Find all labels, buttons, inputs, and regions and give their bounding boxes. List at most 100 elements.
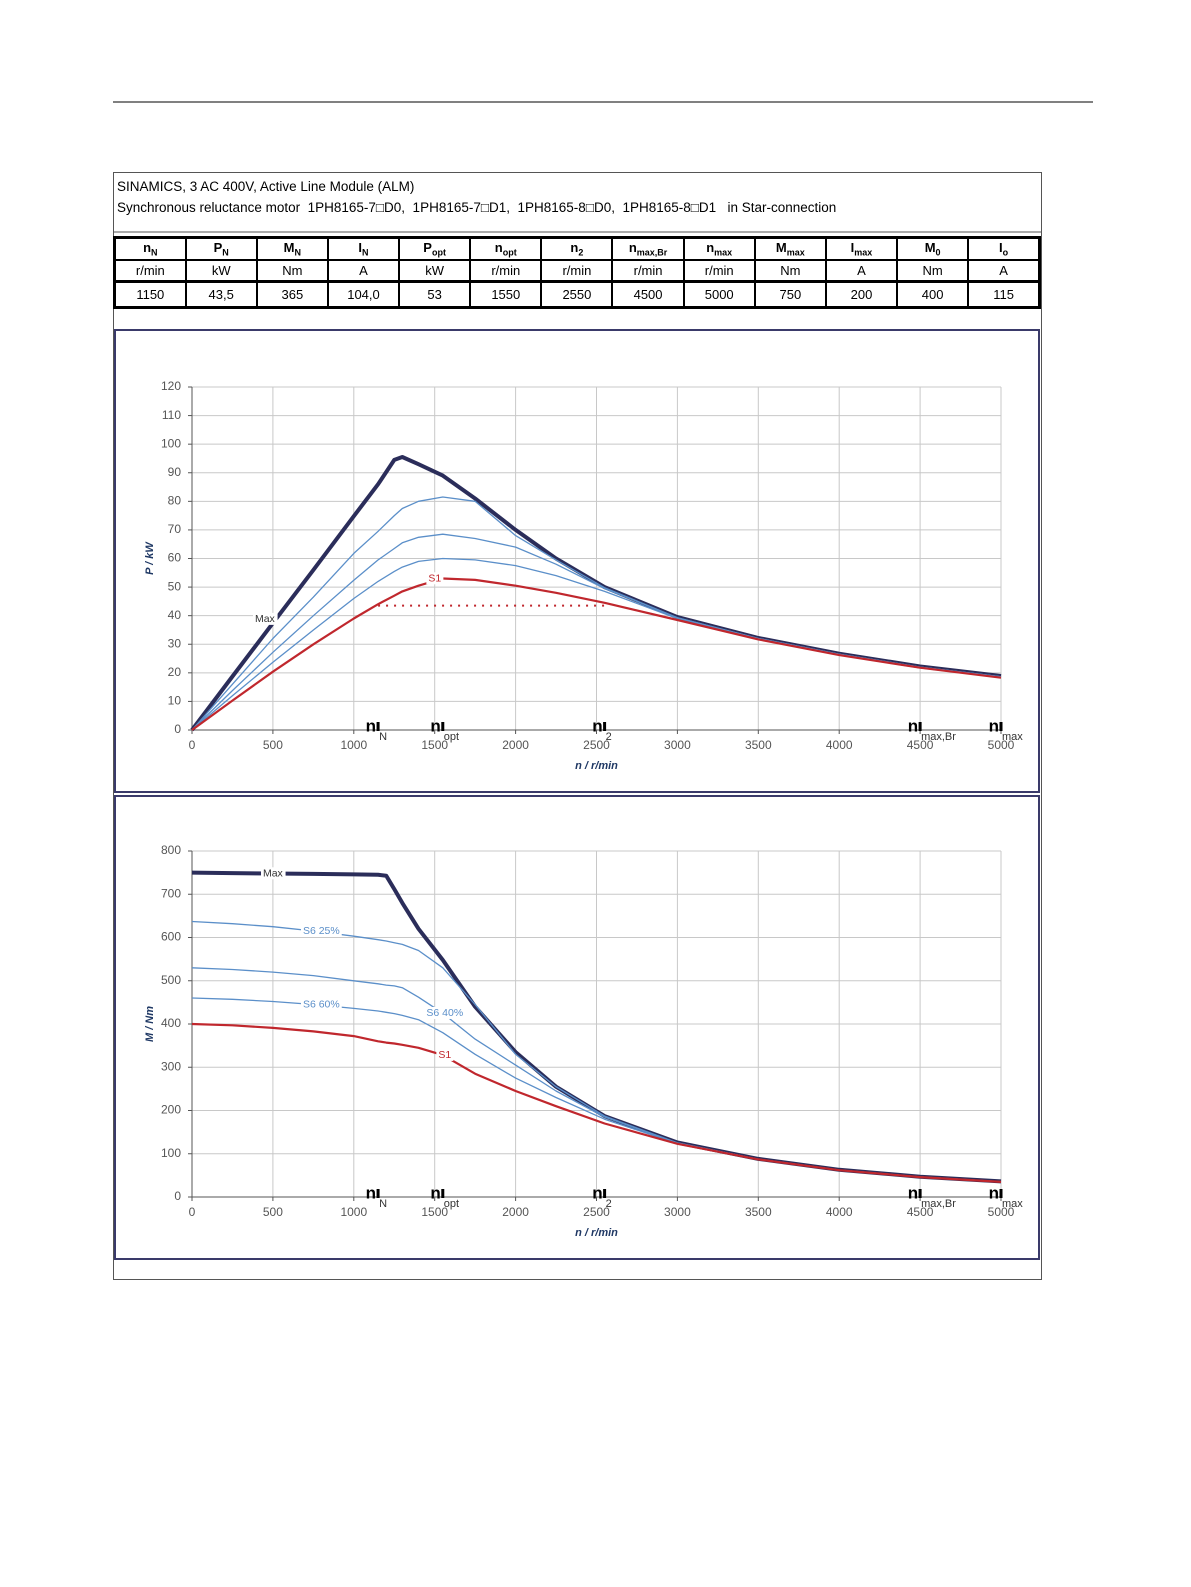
y-tick-label: 100	[161, 1146, 181, 1160]
y-tick-label: 80	[168, 494, 182, 508]
column-header: MN	[255, 236, 329, 261]
column-header: n2	[540, 236, 614, 261]
subscript: N	[151, 247, 158, 258]
subscript: max	[854, 247, 873, 258]
x-tick-label: 5000	[988, 738, 1015, 752]
x-tick-label: 3000	[664, 1205, 691, 1219]
value-cell: 750	[753, 280, 827, 309]
value-cell: 53	[398, 280, 472, 309]
subscript: o	[1002, 247, 1009, 258]
sheet-frame	[113, 172, 1042, 1280]
marker-label: n	[592, 716, 602, 735]
column-header: Io	[967, 236, 1041, 261]
x-tick-label: 2000	[502, 1205, 529, 1219]
marker-subscript: opt	[444, 1198, 459, 1210]
x-tick-label: 1500	[421, 738, 448, 752]
value-cell: 1150	[113, 280, 187, 309]
value-cell: 5000	[682, 280, 756, 309]
marker-subscript: max,Br	[921, 731, 956, 743]
x-tick-label: 1000	[340, 1205, 367, 1219]
unit-cell: r/min	[469, 259, 543, 283]
unit-cell: Nm	[255, 259, 329, 283]
marker-subscript: max	[1002, 1198, 1023, 1210]
label-background	[300, 924, 342, 937]
column-header: nmax,Br	[611, 236, 685, 261]
series-label: Max	[255, 613, 276, 625]
y-tick-label: 50	[168, 579, 182, 593]
unit-cell: Nm	[753, 259, 827, 283]
x-tick-label: 3500	[745, 738, 772, 752]
symbol: M	[775, 240, 787, 256]
x-tick-label: 500	[263, 1205, 283, 1219]
column-header: IN	[326, 236, 401, 261]
value-cell: 4500	[611, 280, 685, 309]
header: SINAMICS, 3 AC 400V, Active Line Module …	[117, 176, 836, 218]
value-cell: 2550	[540, 280, 614, 309]
marker-subscript: N	[379, 1198, 387, 1210]
subscript: max	[786, 247, 805, 258]
series-label: S6 60%	[303, 998, 340, 1010]
y-tick-label: 20	[168, 665, 182, 679]
x-tick-label: 3000	[664, 738, 691, 752]
subscript: max,Br	[636, 247, 668, 258]
symbol: I	[999, 240, 1003, 256]
symbol: P	[213, 240, 223, 256]
x-tick-label: 0	[189, 738, 196, 752]
symbol: n	[143, 240, 152, 256]
value-row: 1150 43,5 365 104,0 53 1550 2550 4500 5000 750 200…	[113, 280, 1041, 309]
panel-frame	[114, 795, 1040, 1260]
column-header: Popt	[398, 236, 472, 261]
y-tick-label: 0	[174, 1189, 181, 1203]
y-tick-label: 500	[161, 973, 181, 987]
x-tick-label: 4000	[826, 1205, 853, 1219]
y-tick-label: 0	[174, 722, 181, 736]
marker-label: n	[989, 716, 999, 735]
rating-table: nN PN MN IN Popt nopt n2 nmax,Br nmax Mmax Imax M0 I…	[113, 236, 1041, 309]
unit-cell: kW	[184, 259, 258, 283]
label-background	[300, 998, 342, 1011]
symbol: n	[706, 240, 715, 256]
column-header: Mmax	[753, 236, 827, 261]
panel-frame	[114, 329, 1040, 793]
marker-subscript: 2	[606, 731, 612, 743]
unit-cell: A	[326, 259, 401, 283]
subscript: N	[222, 247, 229, 258]
x-axis-label: n / r/min	[575, 1227, 618, 1239]
unit-cell: r/min	[611, 259, 685, 283]
marker-label: n	[366, 716, 376, 735]
x-axis-label: n / r/min	[575, 760, 618, 772]
marker-label: n	[989, 1183, 999, 1202]
symbol: n	[628, 240, 637, 256]
y-axis-label: P / kW	[144, 541, 156, 575]
symbol: P	[423, 240, 432, 256]
series-label: S6 40%	[426, 1007, 463, 1019]
x-tick-label: 2500	[583, 1205, 610, 1219]
y-tick-label: 30	[168, 636, 182, 650]
column-header: nmax	[682, 236, 756, 261]
column-header: M0	[896, 236, 970, 261]
symbol: I	[850, 240, 855, 256]
y-tick-label: 200	[161, 1103, 181, 1117]
unit-cell: r/min	[682, 259, 756, 283]
unit-cell: A	[967, 259, 1041, 283]
y-tick-label: 100	[161, 436, 181, 450]
subscript: N	[362, 247, 369, 258]
column-header: nopt	[469, 236, 543, 261]
unit-cell: r/min	[540, 259, 614, 283]
unit-cell: A	[824, 259, 899, 283]
value-cell: 104,0	[326, 280, 401, 309]
value-cell: 365	[255, 280, 329, 309]
marker-label: n	[908, 716, 918, 735]
symbol: I	[358, 240, 363, 256]
y-tick-label: 40	[168, 608, 182, 622]
label-background	[436, 1048, 454, 1061]
label-background	[260, 867, 286, 880]
series-label: S6 25%	[303, 925, 340, 937]
x-tick-label: 500	[263, 738, 283, 752]
label-background	[426, 572, 444, 585]
marker-label: n	[366, 1183, 376, 1202]
symbol: n	[570, 240, 579, 256]
